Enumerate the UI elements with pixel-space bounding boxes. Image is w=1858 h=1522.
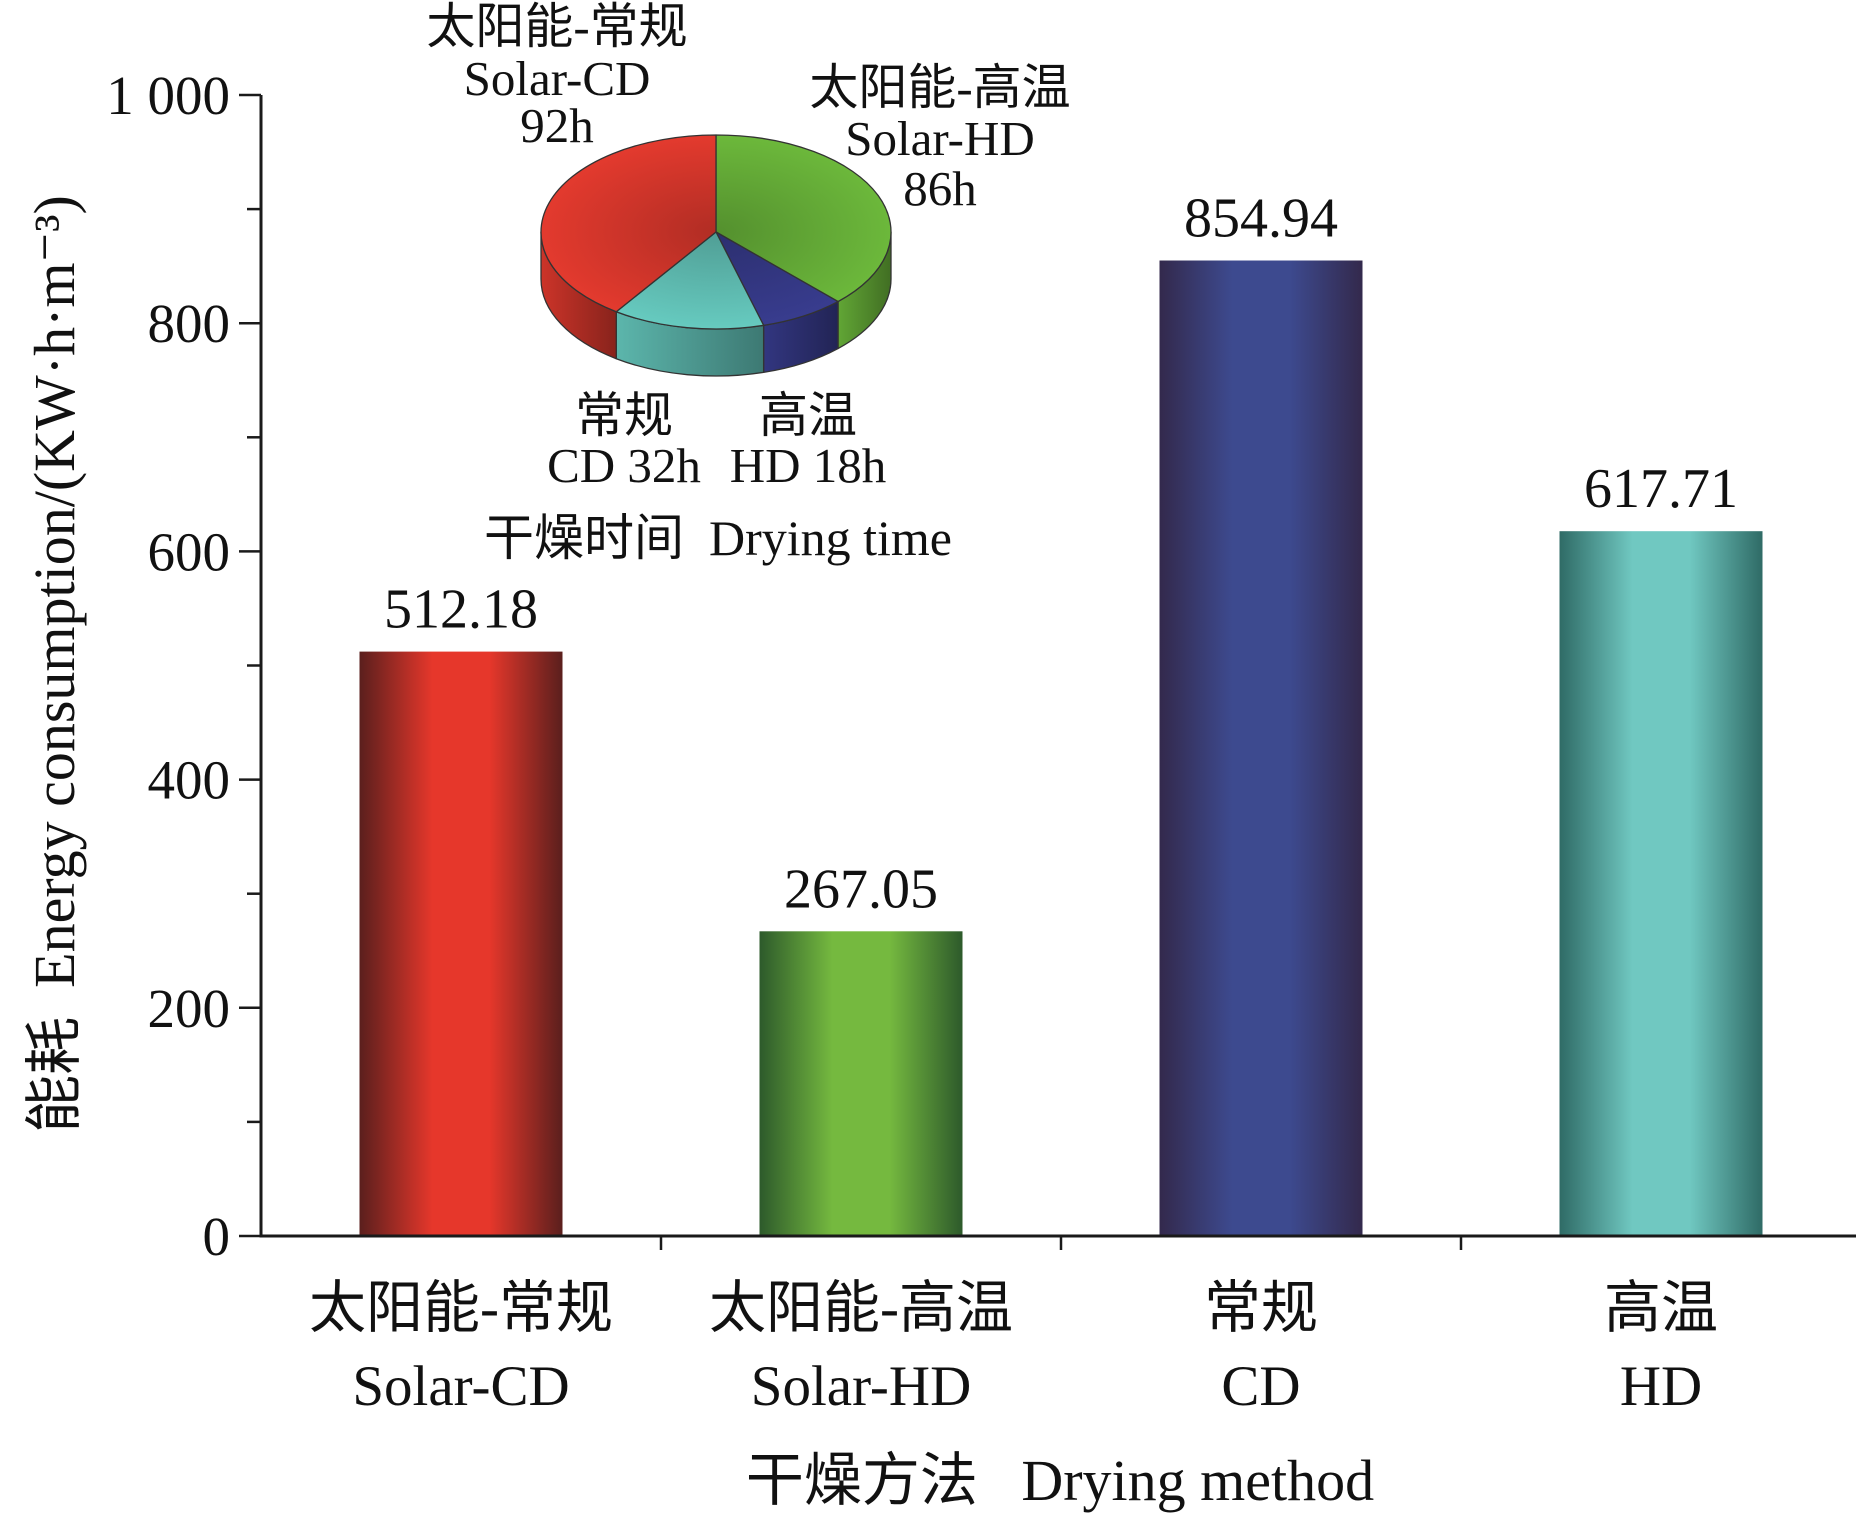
category-label-solar-cd: Solar-CD	[352, 1355, 569, 1418]
pie-inset	[540, 134, 892, 377]
pie-slice-cd-32h	[615, 231, 765, 330]
category-label-zh-solar-cd: 太阳能-常规	[309, 1277, 613, 1340]
category-label-zh-solar-hd: 太阳能-高温	[709, 1277, 1013, 1340]
bar-cd	[1159, 260, 1363, 1236]
y-tick-label: 800	[148, 293, 231, 354]
pie-label-cd-32h-line-0: 常规	[575, 388, 673, 443]
data-label-cd: 854.94	[1184, 188, 1338, 250]
y-axis-title: 能耗 Energy consumption/(KW·h·m⁻³)	[22, 195, 87, 1133]
pie-slice-solar-cd	[540, 134, 717, 313]
y-tick-label: 200	[148, 978, 231, 1039]
data-label-solar-cd: 512.18	[384, 579, 538, 641]
y-tick-label: 400	[148, 750, 231, 811]
bar-solar-cd	[359, 651, 563, 1236]
category-label-hd: HD	[1620, 1355, 1702, 1418]
data-label-solar-hd: 267.05	[784, 858, 938, 920]
pie-label-hd-18h-line-1: HD 18h	[730, 438, 887, 493]
data-label-hd: 617.71	[1584, 458, 1738, 520]
pie-label-solar-cd-line-1: Solar-CD	[464, 51, 651, 106]
pie-label-hd-18h-line-0: 高温	[759, 388, 857, 443]
y-tick-label: 1 000	[106, 65, 230, 126]
category-label-cd: CD	[1221, 1355, 1300, 1418]
category-label-solar-hd: Solar-HD	[751, 1355, 972, 1418]
bar-hd	[1559, 531, 1763, 1236]
category-label-zh-cd: 常规	[1204, 1277, 1318, 1340]
bar-solar-hd	[759, 931, 963, 1236]
chart-labels: 512.18太阳能-常规Solar-CD267.05太阳能-高温Solar-HD…	[106, 0, 1738, 1418]
axes	[239, 93, 1856, 1250]
pie-label-solar-cd-line-0: 太阳能-常规	[426, 0, 687, 54]
pie-label-solar-hd-line-0: 太阳能-高温	[809, 60, 1070, 115]
category-label-zh-hd: 高温	[1604, 1277, 1718, 1340]
pie-slice-solar-hd	[715, 134, 892, 303]
pie-label-cd-32h-line-1: CD 32h	[547, 438, 701, 493]
y-tick-label: 600	[148, 521, 231, 582]
pie-label-solar-hd-line-1: Solar-HD	[845, 111, 1035, 166]
pie-caption: 干燥时间 Drying time	[484, 510, 952, 566]
y-tick-label: 0	[203, 1206, 231, 1267]
x-axis-title: 干燥方法 Drying method	[746, 1448, 1374, 1513]
pie-label-solar-cd-line-2: 92h	[520, 98, 594, 153]
pie-label-solar-hd-line-2: 86h	[903, 161, 977, 216]
bars	[359, 260, 1763, 1236]
